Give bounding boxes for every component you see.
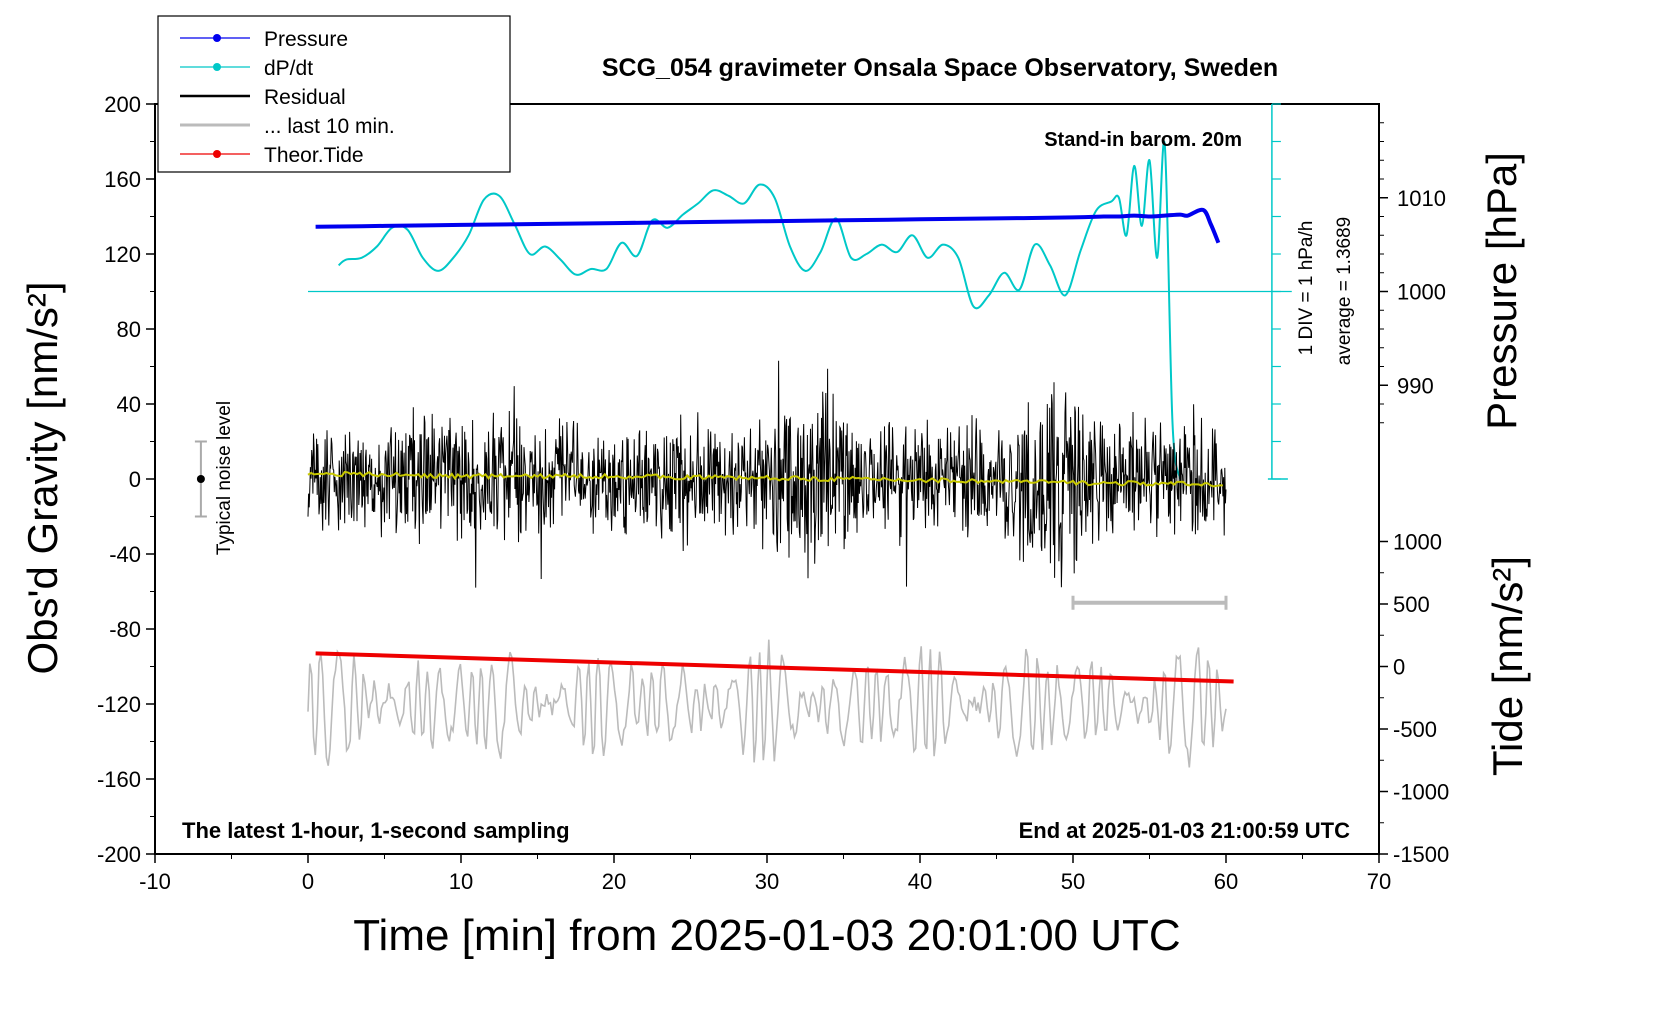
dpdt-series-group (337, 140, 1182, 480)
pressure-line (315, 207, 1221, 244)
smoothed-line (307, 470, 1223, 488)
end-at-label: End at 2025-01-03 21:00:59 UTC (1019, 818, 1350, 843)
tide-tick-label: -500 (1393, 717, 1437, 742)
x-tick-label: 50 (1061, 869, 1085, 894)
tide-tick-label: -1500 (1393, 842, 1449, 867)
legend: Pressure dP/dt Residual ... last 10 min. The… (157, 15, 511, 173)
residual-series-group (307, 360, 1227, 588)
y-axis-tide: -1500 -1000 -500 0 500 1000 (1379, 529, 1449, 867)
dpdt-div-axis (308, 103, 1292, 480)
last10-line (307, 639, 1227, 768)
tide-tick-label: 1000 (1393, 529, 1442, 554)
smoothed-series-group (307, 470, 1223, 488)
last10-series-group (307, 639, 1227, 768)
x-tick-label: 40 (908, 869, 932, 894)
y-tick-label: 0 (129, 467, 141, 492)
y-axis-left: -200 -160 -120 -80 -40 0 40 80 120 160 200 (97, 92, 155, 867)
residual-line (307, 360, 1227, 588)
tide-series-group (315, 651, 1234, 684)
tide-tick-label: 0 (1393, 655, 1405, 680)
tide-tick-label: 500 (1393, 592, 1430, 617)
legend-label: Residual (264, 86, 346, 109)
marker-group (194, 440, 1228, 610)
noise-bar-dot (196, 475, 205, 483)
y-tick-label: 120 (104, 242, 141, 267)
div-label: 1 DIV = 1 hPa/h (1296, 221, 1317, 356)
x-tick-label: 60 (1214, 869, 1238, 894)
legend-item: dP/dt (180, 57, 313, 80)
legend-swatch-dot (213, 34, 221, 42)
x-tick-label: 30 (755, 869, 779, 894)
legend-label: Pressure (264, 28, 348, 51)
y-tick-label: -40 (109, 542, 141, 567)
y-tick-label: 80 (117, 317, 141, 342)
average-label: average = 1.3689 (1334, 217, 1355, 365)
y-axis-pressure: 990 1000 1010 (1379, 122, 1446, 424)
legend-label: Theor.Tide (264, 144, 364, 167)
legend-item: Theor.Tide (180, 144, 364, 167)
legend-item: Pressure (180, 28, 348, 51)
x-tick-label: 0 (302, 869, 314, 894)
y-axis-left-label: Obs'd Gravity [nm/s²] (19, 281, 66, 674)
y-tick-label: -200 (97, 842, 141, 867)
y-axis-pressure-label: Pressure [hPa] (1478, 152, 1525, 430)
x-tick-label: -10 (139, 869, 171, 894)
tide-line (315, 651, 1234, 684)
x-tick-label: 20 (602, 869, 626, 894)
x-tick-label: 10 (449, 869, 473, 894)
x-tick-label: 70 (1367, 869, 1391, 894)
legend-swatch-dot (213, 63, 221, 71)
y-tick-label: 160 (104, 167, 141, 192)
y-tick-label: 200 (104, 92, 141, 117)
tide-tick-label: -1000 (1393, 780, 1449, 805)
x-axis-label: Time [min] from 2025-01-03 20:01:00 UTC (353, 911, 1180, 960)
x-axis: -10 0 10 20 30 40 50 60 70 (139, 854, 1391, 894)
pressure-tick-label: 1010 (1397, 186, 1446, 211)
dpdt-line (337, 140, 1182, 480)
y-tick-label: -120 (97, 692, 141, 717)
pressure-tick-label: 1000 (1397, 280, 1446, 305)
chart-title: SCG_054 gravimeter Onsala Space Observat… (602, 54, 1278, 82)
y-axis-tide-label: Tide [nm/s²] (1484, 556, 1531, 776)
pressure-series-group (315, 207, 1221, 244)
legend-item: ... last 10 min. (180, 115, 395, 138)
y-tick-label: -160 (97, 767, 141, 792)
legend-label: dP/dt (264, 57, 313, 80)
legend-swatch-dot (213, 150, 221, 158)
legend-item: Residual (180, 86, 346, 109)
legend-label: ... last 10 min. (264, 115, 395, 138)
stand-in-label: Stand-in barom. 20m (1044, 129, 1242, 151)
legend-box (157, 15, 511, 173)
y-tick-label: -80 (109, 617, 141, 642)
noise-level-label: Typical noise level (214, 401, 235, 555)
pressure-tick-label: 990 (1397, 373, 1434, 398)
gravity-chart: -10 0 10 20 30 40 50 60 70 -200 -160 -120 -80 -40 0 40… (19, 15, 1531, 960)
latest-hour-label: The latest 1-hour, 1-second sampling (182, 818, 570, 843)
y-tick-label: 40 (117, 392, 141, 417)
